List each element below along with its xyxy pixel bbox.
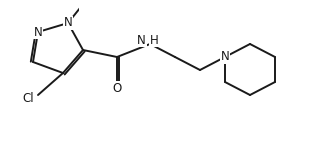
Text: N: N	[64, 17, 72, 30]
Text: H: H	[150, 34, 159, 47]
Text: N: N	[137, 34, 146, 47]
Text: Cl: Cl	[22, 91, 34, 104]
Text: O: O	[112, 82, 122, 95]
Text: N: N	[221, 50, 229, 63]
Text: N: N	[34, 26, 42, 39]
